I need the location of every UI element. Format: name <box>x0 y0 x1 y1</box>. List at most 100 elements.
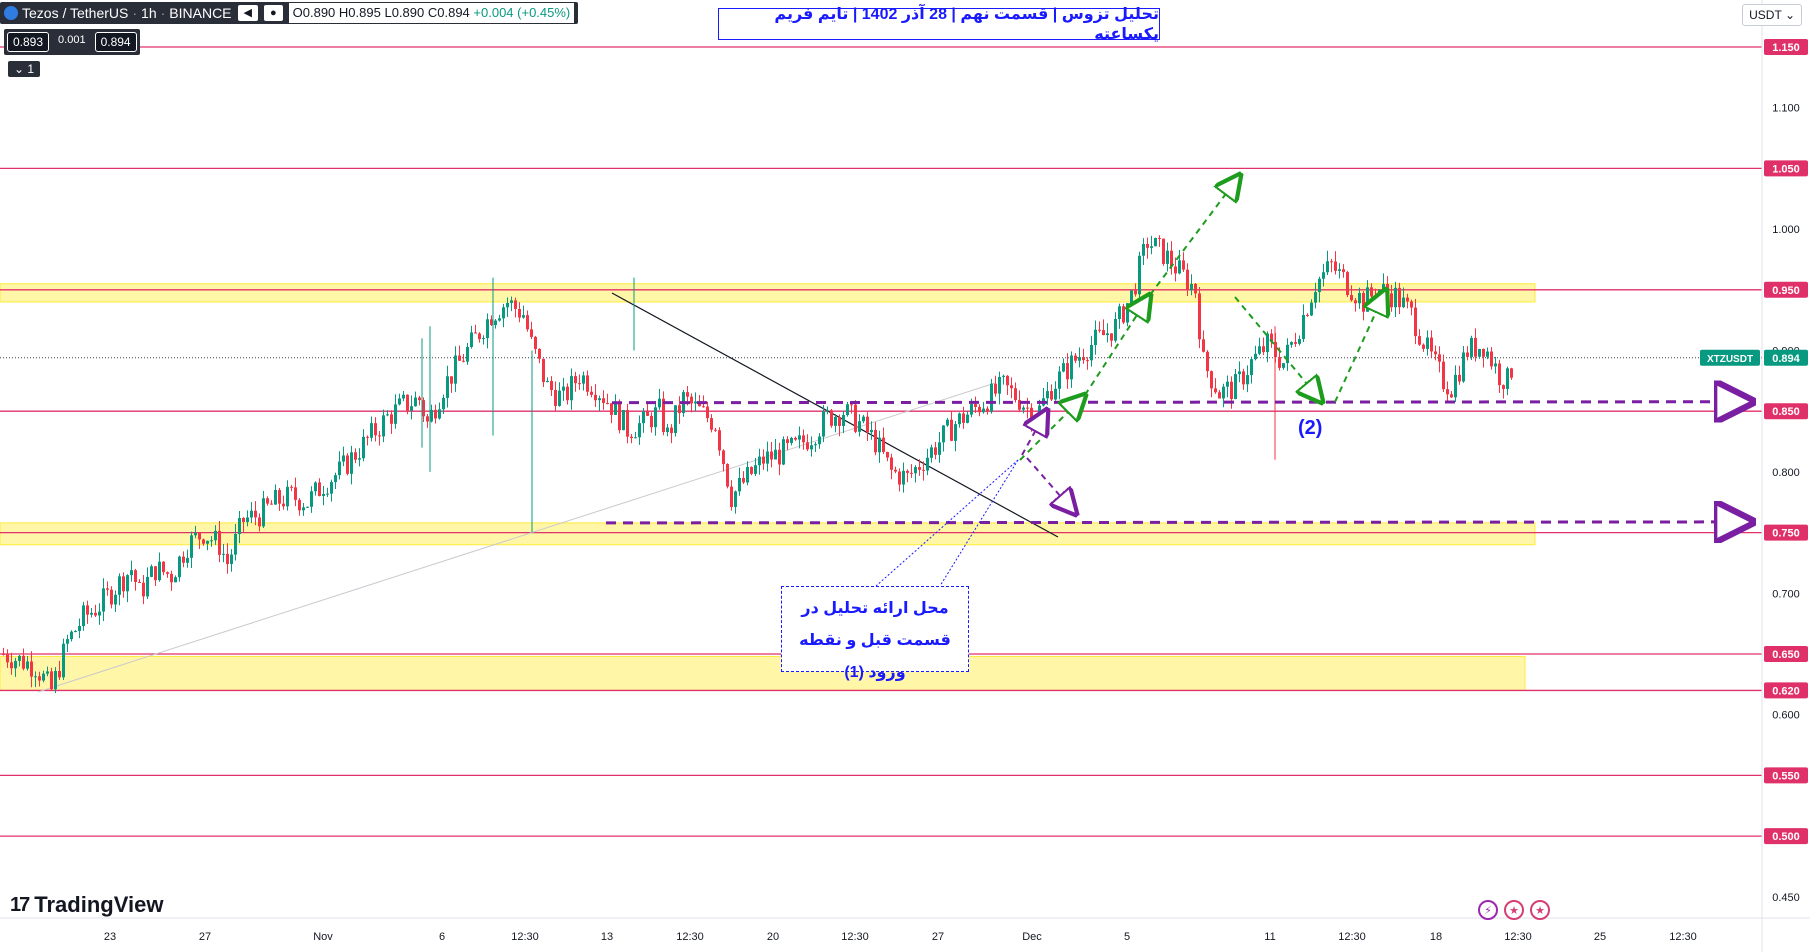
candle-body <box>1206 351 1209 372</box>
candle-body <box>1138 255 1141 295</box>
candle-body <box>1018 400 1021 410</box>
candle-body <box>1382 283 1385 291</box>
candle-body <box>862 416 865 422</box>
candle-body <box>66 639 69 644</box>
candle-body <box>378 435 381 437</box>
candle-body <box>1466 352 1469 357</box>
candle-body <box>318 482 321 496</box>
candle-body <box>454 355 457 384</box>
zone-rect <box>0 522 1536 546</box>
candle-body <box>738 477 741 492</box>
time-tick: 20 <box>767 931 779 943</box>
candle-body <box>1450 394 1453 398</box>
candle-body <box>438 409 441 419</box>
candle-body <box>1326 261 1329 273</box>
candle-body <box>1142 243 1145 256</box>
symbol-name[interactable]: Tezos / TetherUS <box>22 5 129 21</box>
candle-body <box>150 566 153 577</box>
candle-body <box>1118 306 1121 320</box>
level-price-tag <box>1764 281 1808 298</box>
candle-body <box>1178 260 1181 274</box>
candle-body <box>854 404 857 432</box>
candle-body <box>782 439 785 465</box>
bid-price[interactable]: 0.893 <box>7 32 50 52</box>
candle-body <box>870 429 873 433</box>
price-tick: 0.450 <box>1772 892 1800 904</box>
candle-body <box>930 447 933 458</box>
candle-body <box>542 358 545 383</box>
candle-body <box>258 517 261 527</box>
candle-body <box>102 588 105 612</box>
symbol-tag: XTZUSDT <box>1707 354 1753 365</box>
candle-body <box>1394 287 1397 308</box>
candle-body <box>998 376 1001 394</box>
candle-body <box>10 662 13 669</box>
candle-body <box>226 553 229 565</box>
candle-body <box>430 409 433 422</box>
candle-body <box>1258 346 1261 354</box>
dashed-level-line <box>605 522 1752 523</box>
candle-body <box>234 534 237 555</box>
candle-body <box>138 581 141 583</box>
eye-toggle-icon[interactable]: ◀ <box>237 5 258 21</box>
settings-dot-icon[interactable]: ● <box>263 5 283 21</box>
candle-body <box>342 455 345 462</box>
candle-body <box>598 398 601 401</box>
candle-body <box>778 449 781 465</box>
us-flag-icon[interactable]: ★ <box>1530 900 1550 920</box>
candle-body <box>34 676 37 678</box>
candle-body <box>1222 386 1225 399</box>
candle-body <box>474 332 477 334</box>
candle-body <box>838 416 841 426</box>
candle-body <box>14 660 17 669</box>
candle-body <box>1198 293 1201 340</box>
candle-body <box>2 654 5 655</box>
ask-price[interactable]: 0.894 <box>94 32 137 52</box>
interval-label[interactable]: 1h <box>141 5 157 21</box>
candle-body <box>1102 330 1105 336</box>
dashed-level-line <box>611 402 1752 403</box>
event-icons[interactable]: ⚡ ★ ★ <box>1478 900 1550 920</box>
candle-body <box>602 398 605 403</box>
candle-body <box>498 318 501 321</box>
candle-body <box>1430 337 1433 352</box>
candle-body <box>358 458 361 460</box>
candle-body <box>978 407 981 413</box>
indicator-toggle[interactable]: ⌄ 1 <box>8 61 41 77</box>
candle-body <box>494 320 497 326</box>
bid-ask-box[interactable]: 0.893 0.001 0.894 <box>4 29 140 55</box>
candle-body <box>1294 342 1297 344</box>
candle-body <box>834 416 837 426</box>
candle-body <box>1202 339 1205 352</box>
candle-body <box>926 457 929 471</box>
candle-body <box>82 605 85 626</box>
symbol-header[interactable]: Tezos / TetherUS · 1h · BINANCE ◀ ● O0.8… <box>0 2 579 24</box>
candle-body <box>482 338 485 340</box>
candle-body <box>550 380 553 391</box>
candle-body <box>190 535 193 558</box>
tradingview-logo[interactable]: 17 TradingView <box>10 892 163 918</box>
candle-body <box>618 401 621 431</box>
candle-body <box>38 676 41 681</box>
candle-body <box>1418 336 1421 345</box>
us-flag-icon[interactable]: ★ <box>1504 900 1524 920</box>
candle-body <box>614 401 617 415</box>
level-price-tag <box>1764 828 1808 845</box>
time-tick: 25 <box>1594 931 1606 943</box>
candle-body <box>906 470 909 473</box>
candle-body <box>382 415 385 437</box>
candle-body <box>670 427 673 434</box>
candle-body <box>1370 287 1373 297</box>
candle-body <box>1166 250 1169 264</box>
candle-body <box>310 491 313 507</box>
lightning-icon[interactable]: ⚡ <box>1478 900 1498 920</box>
candle-body <box>970 404 973 415</box>
symbol-tag-box <box>1700 349 1760 366</box>
candle-body <box>1078 357 1081 361</box>
candle-body <box>1134 290 1137 295</box>
candle-body <box>570 376 573 401</box>
candle-body <box>446 376 449 398</box>
candle-body <box>58 670 61 678</box>
currency-button[interactable]: USDT ⌄ <box>1742 4 1802 26</box>
